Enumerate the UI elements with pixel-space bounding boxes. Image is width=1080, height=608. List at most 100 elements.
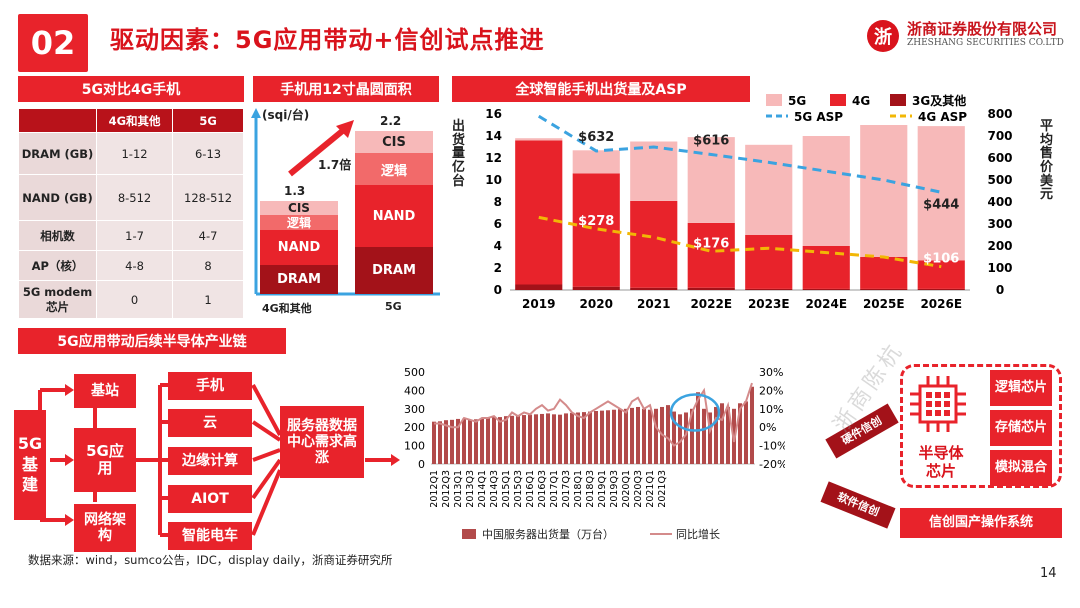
server-bar	[510, 415, 514, 464]
y-tick-left: 200	[404, 421, 425, 434]
growth-arrow-icon	[336, 120, 354, 138]
cell: 8	[172, 250, 244, 281]
server-bar	[720, 403, 724, 464]
5g-infra-node: 5G基建	[14, 410, 46, 520]
server-bar	[534, 414, 538, 464]
bar-3G及其他	[745, 288, 793, 290]
seg-label: 逻辑	[380, 163, 407, 179]
app-cloud: 云	[168, 409, 252, 437]
x-tick: 2013Q3	[465, 470, 476, 508]
app-phone: 手机	[168, 372, 252, 400]
app-ev: 智能电车	[168, 522, 252, 550]
y-tick-left: 500	[404, 366, 425, 379]
row-name: DRAM (GB)	[18, 132, 97, 175]
seg-label: 逻辑	[286, 216, 311, 230]
legend-line-swatch	[650, 533, 672, 535]
x-label: 4G和其他	[262, 302, 312, 315]
server-bar	[684, 412, 688, 464]
company-name-cn: 浙商证券股份有限公司	[907, 20, 1058, 38]
server-bar	[522, 415, 526, 464]
server-bar	[738, 403, 742, 464]
bar-5g-cis	[355, 131, 433, 153]
chip-icon	[910, 376, 966, 432]
server-bar	[450, 419, 454, 464]
arrow-icon	[65, 454, 74, 466]
x-tick: 2016Q1	[525, 470, 536, 508]
server-demand-node: 服务器数据中心需求高涨	[280, 406, 364, 478]
row-name: 5G modem 芯片	[18, 280, 97, 319]
server-bar	[570, 412, 574, 464]
bar-5G	[917, 126, 965, 261]
x-tick: 2014Q3	[489, 470, 500, 508]
server-bar	[438, 421, 442, 464]
y-tick-right: 800	[987, 107, 1012, 121]
y-tick-right: 10%	[759, 403, 783, 416]
bar-total-4g: 1.3	[284, 184, 306, 198]
y-tick-right: 0%	[759, 421, 776, 434]
wafer-unit: (sqi/台)	[262, 108, 310, 122]
x-tick: 2017Q3	[561, 470, 572, 508]
growth-line	[434, 382, 753, 447]
x-tick: 2015Q3	[513, 470, 524, 508]
seg-label: DRAM	[277, 272, 321, 287]
cell: 0	[95, 280, 174, 319]
y-tick-right: 30%	[759, 366, 783, 379]
page-title: 驱动因素：5G应用带动+信创试点推进	[110, 26, 545, 54]
compare-table: 4G和其他 5G DRAM (GB) 1-12 6-13 NAND (GB) 8-512…	[18, 108, 244, 319]
x-tick: 2017Q1	[549, 470, 560, 508]
server-bar	[594, 411, 598, 464]
line-5G ASP	[537, 114, 942, 194]
y-tick-right: 400	[987, 195, 1012, 209]
server-bar	[546, 413, 550, 464]
highlight-circle	[669, 393, 721, 432]
server-bar	[618, 409, 622, 464]
asp-label: $632	[578, 130, 614, 145]
server-bar	[654, 408, 658, 464]
shipments-title: 全球智能手机出货量及ASP	[452, 76, 750, 102]
cell: 1-7	[95, 220, 174, 251]
legend-swatch	[890, 94, 906, 106]
x-tick: 2020Q1	[621, 470, 632, 508]
server-bar	[588, 411, 592, 464]
legend-bar: 中国服务器出货量（万台）	[482, 528, 614, 541]
compare-title: 5G对比4G手机	[18, 76, 244, 102]
col-4g: 4G和其他	[95, 108, 174, 133]
section-number: 02	[18, 14, 88, 72]
semis-box	[900, 364, 1062, 488]
bar-4g-cis	[260, 201, 338, 215]
y-tick-left: 100	[404, 440, 425, 453]
y-left-label: 出货量亿台	[452, 119, 466, 189]
server-bar	[468, 419, 472, 464]
y-tick-right: 200	[987, 239, 1012, 253]
bar-4G	[860, 257, 908, 289]
bar-5g-dram	[355, 247, 433, 294]
x-tick: 2022E	[690, 297, 732, 311]
chip-memory: 存储芯片	[990, 410, 1052, 446]
legend-swatch	[766, 94, 782, 106]
y-tick-left: 300	[404, 403, 425, 416]
bar-5G	[860, 125, 908, 257]
server-bar	[444, 420, 448, 464]
software-xinchuang-arrow: 软件信创	[820, 481, 896, 529]
seg-label: CIS	[288, 201, 310, 215]
chain-title: 5G应用带动后续半导体产业链	[18, 328, 286, 354]
server-bar	[498, 417, 502, 464]
y-tick-left: 8	[494, 195, 502, 209]
x-tick: 2021Q1	[645, 470, 656, 508]
x-tick: 2019	[522, 297, 555, 311]
seg-label: DRAM	[372, 263, 416, 278]
line-4G ASP	[538, 215, 942, 269]
x-tick: 2016Q3	[537, 470, 548, 508]
x-tick: 2012Q3	[441, 470, 452, 508]
chip-analog: 模拟混合	[990, 450, 1052, 486]
y-tick-left: 2	[494, 261, 502, 275]
server-bar	[606, 410, 610, 464]
shipments-chart: 0 2 4 6 8 10 12 14 16 0 100 200 300 400 500 600 700 800 20…	[485, 93, 1012, 311]
bar-3G及其他	[687, 287, 735, 290]
connector	[160, 383, 168, 537]
arrow-icon	[65, 384, 74, 396]
asp-label: $444	[923, 197, 959, 212]
app-aiot: AIOT	[168, 485, 252, 513]
seg-label: NAND	[277, 240, 321, 255]
x-tick: 2026E	[920, 297, 962, 311]
